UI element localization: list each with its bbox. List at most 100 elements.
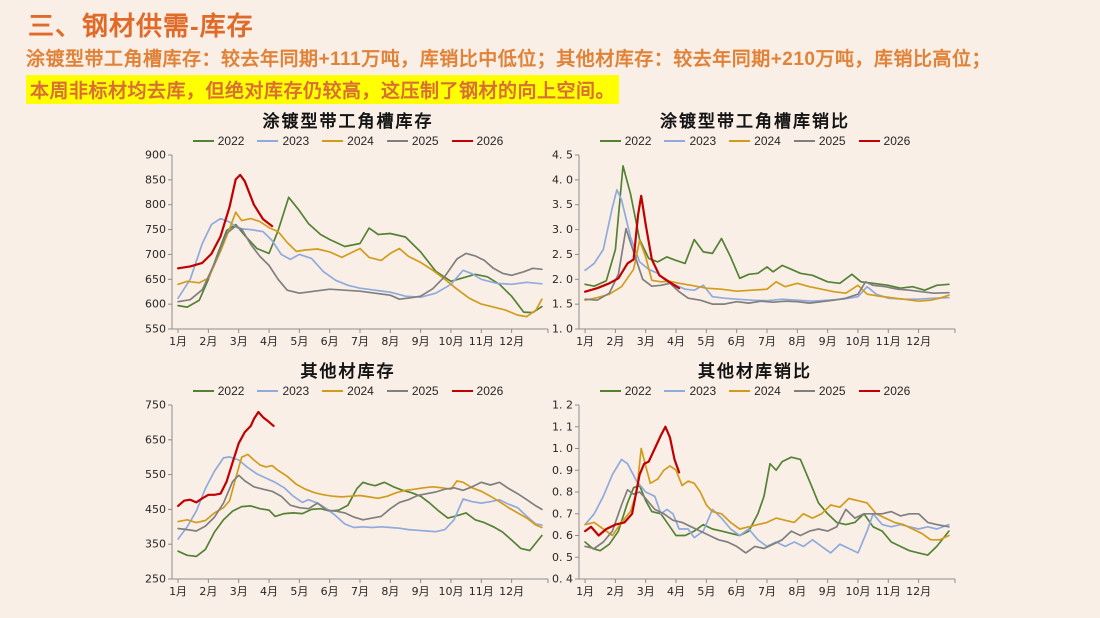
legend-label-2024: 2024 bbox=[347, 134, 374, 148]
x-tick-label: 11月 bbox=[876, 585, 901, 598]
legend-item-2024: 2024 bbox=[729, 384, 781, 398]
legend-item-2024: 2024 bbox=[322, 384, 374, 398]
legend-item-2024: 2024 bbox=[322, 134, 374, 148]
legend-swatch-2025 bbox=[793, 139, 815, 143]
legend-label-2024: 2024 bbox=[347, 384, 374, 398]
legend-label-2023: 2023 bbox=[282, 384, 310, 398]
x-tick-label: 1月 bbox=[576, 585, 594, 598]
highlight-text: 本周非标材均去库，但绝对库存仍较高，这压制了钢材的向上空间。 bbox=[26, 75, 620, 104]
legend-item-2022: 2022 bbox=[599, 384, 651, 398]
legend-label-2026: 2026 bbox=[883, 134, 911, 148]
y-tick-label: 550 bbox=[145, 468, 166, 481]
series-line-2025 bbox=[177, 474, 543, 532]
legend-item-2026: 2026 bbox=[451, 134, 504, 148]
legend-item-2023: 2023 bbox=[664, 384, 716, 398]
legend-item-2023: 2023 bbox=[257, 134, 309, 148]
x-tick-label: 1月 bbox=[576, 335, 594, 348]
legend-swatch-2023 bbox=[257, 389, 279, 393]
y-tick-label: 0. 9 bbox=[552, 464, 573, 477]
y-tick-label: 0. 5 bbox=[552, 551, 573, 564]
legend-item-2026: 2026 bbox=[451, 384, 503, 398]
x-tick-label: 2月 bbox=[199, 585, 217, 598]
x-tick-label: 7月 bbox=[758, 335, 776, 348]
legend-item-2023: 2023 bbox=[257, 384, 309, 398]
chart-title: 涂镀型带工角槽库存 bbox=[262, 112, 434, 132]
x-tick-label: 11月 bbox=[469, 585, 494, 598]
x-tick-label: 8月 bbox=[788, 335, 806, 348]
legend-swatch-2025 bbox=[386, 389, 408, 393]
series-line-2024 bbox=[584, 239, 950, 303]
y-tick-label: 2. 5 bbox=[552, 248, 573, 261]
x-tick-label: 6月 bbox=[321, 335, 339, 348]
y-tick-label: 750 bbox=[145, 399, 166, 412]
legend-label-2026: 2026 bbox=[476, 134, 504, 148]
x-tick-label: 4月 bbox=[667, 585, 685, 598]
y-tick-label: 1. 0 bbox=[552, 442, 573, 455]
summary-line: 涂镀型带工角槽库存：较去年同期+111万吨，库销比中低位；其他材库存：较去年同期… bbox=[26, 49, 991, 70]
y-tick-label: 4. 0 bbox=[552, 173, 573, 186]
y-tick-label: 0. 4 bbox=[552, 573, 573, 586]
x-tick-label: 8月 bbox=[381, 335, 399, 348]
legend-label-2024: 2024 bbox=[754, 384, 781, 398]
x-tick-label: 3月 bbox=[230, 585, 248, 598]
x-tick-label: 5月 bbox=[697, 335, 715, 348]
series-line-2022 bbox=[584, 165, 950, 292]
legend-swatch-2025 bbox=[793, 389, 815, 393]
y-tick-label: 3. 5 bbox=[552, 198, 573, 211]
chart-title: 其他材库存 bbox=[300, 362, 396, 382]
page-title: 三、钢材供需-库存 bbox=[28, 11, 254, 41]
x-tick-label: 2月 bbox=[606, 335, 624, 348]
x-tick-label: 10月 bbox=[845, 335, 870, 348]
legend-label-2025: 2025 bbox=[411, 384, 439, 398]
legend-item-2025: 2025 bbox=[386, 134, 439, 148]
x-tick-label: 6月 bbox=[728, 585, 746, 598]
x-tick-label: 11月 bbox=[469, 335, 494, 348]
series-line-2025 bbox=[584, 227, 950, 305]
x-tick-label: 4月 bbox=[260, 335, 278, 348]
y-tick-label: 850 bbox=[145, 173, 166, 186]
x-tick-label: 6月 bbox=[321, 585, 339, 598]
chart-legend: 2022 2023 2024 2025 2026 bbox=[138, 134, 558, 148]
chart-coated-strip-inventory: 涂镀型带工角槽库存 2022 2023 2024 2025 2026 550 600 650… bbox=[138, 112, 558, 362]
series-line-2022 bbox=[177, 196, 543, 314]
x-tick-label: 4月 bbox=[667, 335, 685, 348]
series-line-2024 bbox=[177, 211, 543, 318]
legend-item-2025: 2025 bbox=[793, 384, 846, 398]
chart-plot: 250 350 450 550 650 750 1月 2月 3月 4月 5月 6月 7月 8月 9月 10月 1… bbox=[145, 399, 549, 598]
legend-swatch-2023 bbox=[664, 389, 686, 393]
x-tick-label: 12月 bbox=[499, 585, 524, 598]
legend-item-2026: 2026 bbox=[858, 134, 911, 148]
x-tick-label: 5月 bbox=[290, 585, 308, 598]
y-tick-label: 600 bbox=[145, 298, 166, 311]
legend-label-2023: 2023 bbox=[689, 384, 717, 398]
x-tick-label: 3月 bbox=[637, 335, 655, 348]
legend-item-2022: 2022 bbox=[599, 134, 651, 148]
y-tick-label: 2. 0 bbox=[552, 273, 573, 286]
legend-label-2025: 2025 bbox=[818, 384, 846, 398]
x-tick-label: 1月 bbox=[169, 585, 187, 598]
y-tick-label: 750 bbox=[145, 223, 166, 236]
chart-other-materials-inventory-sales-ratio: 其他材库销比 2022 2023 2024 2025 2026 0. 4 0. 5 0. 6… bbox=[545, 362, 965, 612]
y-tick-label: 650 bbox=[145, 273, 166, 286]
series-line-2026 bbox=[583, 194, 681, 293]
legend-swatch-2023 bbox=[257, 139, 279, 143]
x-tick-label: 11月 bbox=[876, 335, 901, 348]
series-line-2023 bbox=[584, 458, 950, 554]
y-tick-label: 1. 0 bbox=[552, 323, 573, 336]
x-tick-label: 7月 bbox=[351, 335, 369, 348]
chart-other-materials-inventory: 其他材库存 2022 2023 2024 2025 2026 250 350 450 550 6… bbox=[138, 362, 558, 612]
legend-label-2023: 2023 bbox=[282, 134, 310, 148]
chart-legend: 2022 2023 2024 2025 2026 bbox=[545, 384, 965, 398]
y-tick-label: 800 bbox=[145, 198, 166, 211]
series-line-2026 bbox=[176, 410, 275, 508]
y-tick-label: 450 bbox=[145, 503, 166, 516]
legend-label-2025: 2025 bbox=[818, 134, 846, 148]
series-line-2025 bbox=[584, 488, 950, 554]
y-tick-label: 700 bbox=[145, 248, 166, 261]
y-tick-label: 1. 5 bbox=[552, 298, 573, 311]
series-line-2023 bbox=[177, 456, 543, 540]
chart-coated-strip-inventory-sales-ratio: 涂镀型带工角槽库销比 2022 2023 2024 2025 2026 1. 0 1. 5… bbox=[545, 112, 965, 362]
legend-swatch-2023 bbox=[664, 139, 686, 143]
legend-swatch-2024 bbox=[322, 139, 344, 143]
series-line-2026 bbox=[583, 425, 681, 537]
